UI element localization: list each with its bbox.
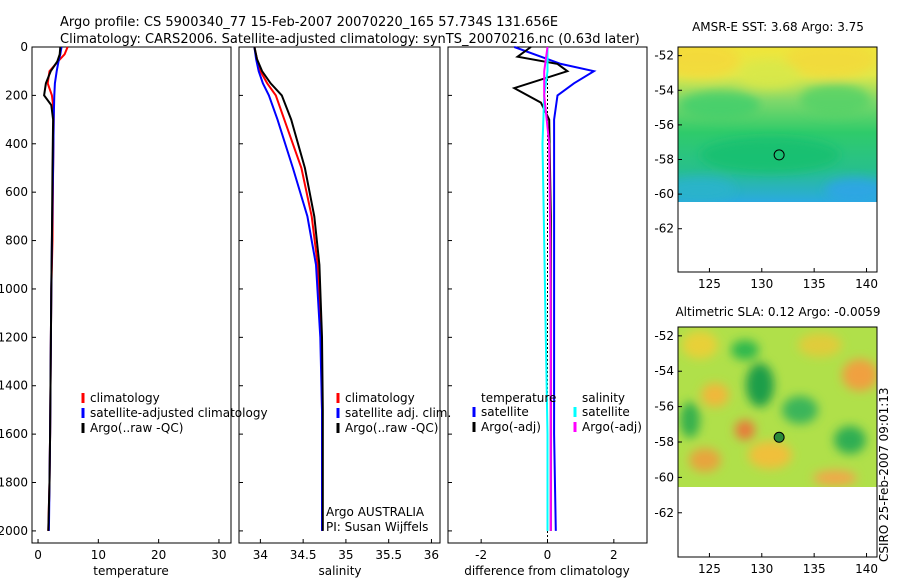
m2-ytick-label-3: -58 xyxy=(654,435,674,449)
m1-xtick-label-0: 125 xyxy=(698,277,721,291)
m2-ytick-label-4: -60 xyxy=(654,470,674,484)
difference-legend-1-label: Argo(-adj) xyxy=(481,420,541,434)
p1-ytick-label-5: 1000 xyxy=(0,282,28,296)
p3-series-1 xyxy=(511,46,570,531)
salinity-series xyxy=(253,46,324,531)
difference-legend-0-label: satellite xyxy=(481,405,529,419)
p3-xtick-label-1: 0 xyxy=(544,548,552,562)
p2-xtick-label-1: 34.5 xyxy=(290,548,317,562)
figure-title-line2: Climatology: CARS2006. Satellite-adjuste… xyxy=(60,32,640,47)
m1-ytick-label-1: -54 xyxy=(654,83,674,97)
salinity-annotation-line1: Argo AUSTRALIA xyxy=(326,505,425,519)
p3-series-3 xyxy=(543,46,552,531)
salinity-ticks: 34 34.5 35 35.5 36 xyxy=(239,46,439,562)
m2-xtick-label-0: 125 xyxy=(698,562,721,576)
temperature-axes-frame xyxy=(31,46,232,544)
temperature-legend-0-label: climatology xyxy=(90,391,160,405)
m2-ytick-label-1: -54 xyxy=(654,364,674,378)
p1-series-2 xyxy=(43,46,62,531)
p1-xtick-label-3: 30 xyxy=(211,548,226,562)
salinity-axes-frame xyxy=(238,46,441,544)
sla-map-panel: Altimetric SLA: 0.12 Argo: -0.0059 125 xyxy=(654,305,880,576)
temperature-legend-1-label: satellite-adjusted climatology xyxy=(90,406,268,420)
salinity-annotation-line2: PI: Susan Wijffels xyxy=(326,520,428,534)
difference-legend-temperature-header: temperature xyxy=(481,391,556,405)
p3-series-0 xyxy=(513,46,597,531)
m1-xtick-label-3: 140 xyxy=(855,277,878,291)
difference-legend-salinity-header: salinity xyxy=(582,391,625,405)
p2-xtick-label-0: 34 xyxy=(253,548,268,562)
figure-watermark: CSIRO 25-Feb-2007 09:01:13 xyxy=(877,387,891,562)
p1-ytick-label-2: 400 xyxy=(5,137,28,151)
m2-xtick-label-3: 140 xyxy=(855,562,878,576)
temperature-xlabel: temperature xyxy=(93,564,168,578)
sla-heatmap xyxy=(678,327,877,487)
difference-ticks: -2 0 2 xyxy=(448,46,618,562)
difference-legend: temperature salinity satelliteArgo(-adj)… xyxy=(472,391,642,434)
difference-legend-2-label: satellite xyxy=(582,405,630,419)
sst-map-panel: AMSR-E SST: 3.68 Argo: 3.75 125 130 135 140… xyxy=(654,20,878,291)
difference-xlabel: difference from climatology xyxy=(464,564,630,578)
p1-ytick-label-7: 1400 xyxy=(0,379,28,393)
sst-argo-location-marker xyxy=(773,149,785,161)
m1-ytick-label-2: -56 xyxy=(654,118,674,132)
p1-ytick-label-4: 800 xyxy=(5,234,28,248)
difference-series xyxy=(511,46,597,531)
p1-xtick-label-2: 20 xyxy=(151,548,166,562)
p3-xtick-label-2: 2 xyxy=(610,548,618,562)
m1-ytick-label-4: -60 xyxy=(654,187,674,201)
p1-ytick-label-8: 1600 xyxy=(0,427,28,441)
p1-ytick-label-9: 1800 xyxy=(0,476,28,490)
sst-field-texture xyxy=(678,47,877,202)
temperature-panel: 0 10 20 30 0 200 400 600 800 1000 1200 1400 1600 1800… xyxy=(0,40,268,578)
p2-xtick-label-4: 36 xyxy=(424,548,439,562)
sla-map-title: Altimetric SLA: 0.12 Argo: -0.0059 xyxy=(675,305,880,319)
temperature-legend-2-label: Argo(..raw -QC) xyxy=(90,421,183,435)
figure-title-line1: Argo profile: CS 5900340_77 15-Feb-2007 … xyxy=(60,15,558,30)
p2-xtick-label-2: 35 xyxy=(338,548,353,562)
p3-xtick-label-0: -2 xyxy=(475,548,487,562)
m2-ytick-label-0: -52 xyxy=(654,329,674,343)
p1-ytick-label-0: 0 xyxy=(20,40,28,54)
p3-series-2 xyxy=(541,47,549,531)
salinity-legend-0-label: climatology xyxy=(345,391,415,405)
difference-legend-3-label: Argo(-adj) xyxy=(582,420,642,434)
p1-ytick-label-3: 600 xyxy=(5,185,28,199)
salinity-legend-1-label: satellite adj. clim. xyxy=(345,406,451,420)
m2-ytick-label-2: -56 xyxy=(654,400,674,414)
m2-xtick-label-2: 135 xyxy=(803,562,826,576)
p2-series-0 xyxy=(253,46,323,531)
m2-ytick-label-5: -62 xyxy=(654,506,674,520)
sst-heatmap xyxy=(678,47,877,202)
sla-map-ticks: 125 130 135 140 -52 -54 -56 -58 -60 -62 xyxy=(654,329,878,576)
m1-ytick-label-0: -52 xyxy=(654,49,674,63)
p2-series-1 xyxy=(253,46,323,531)
sla-argo-location-marker xyxy=(773,431,785,443)
temperature-series xyxy=(43,46,69,531)
p2-series-2 xyxy=(253,46,324,531)
p2-xtick-label-3: 35.5 xyxy=(375,548,402,562)
p1-xtick-label-0: 0 xyxy=(34,548,42,562)
p1-ytick-label-10: 2000 xyxy=(0,524,28,538)
sst-map-ticks: 125 130 135 140 -52 -54 -56 -58 -60 -62 xyxy=(654,49,878,291)
p1-ytick-label-6: 1200 xyxy=(0,330,28,344)
m1-xtick-label-2: 135 xyxy=(803,277,826,291)
difference-panel: -2 0 2 temperature salinity satelliteArgo(… xyxy=(447,46,648,578)
salinity-legend-2-label: Argo(..raw -QC) xyxy=(345,421,438,435)
m1-ytick-label-5: -62 xyxy=(654,222,674,236)
m1-ytick-label-3: -58 xyxy=(654,153,674,167)
sst-map-title: AMSR-E SST: 3.68 Argo: 3.75 xyxy=(692,20,864,34)
p1-ytick-label-1: 200 xyxy=(5,88,28,102)
temperature-ticks: 0 10 20 30 0 200 400 600 800 1000 1200 1400 1600 1800… xyxy=(0,40,227,562)
m2-xtick-label-1: 130 xyxy=(750,562,773,576)
p1-xtick-label-1: 10 xyxy=(91,548,106,562)
salinity-xlabel: salinity xyxy=(318,564,361,578)
m1-xtick-label-1: 130 xyxy=(750,277,773,291)
sla-field-texture xyxy=(680,331,877,486)
